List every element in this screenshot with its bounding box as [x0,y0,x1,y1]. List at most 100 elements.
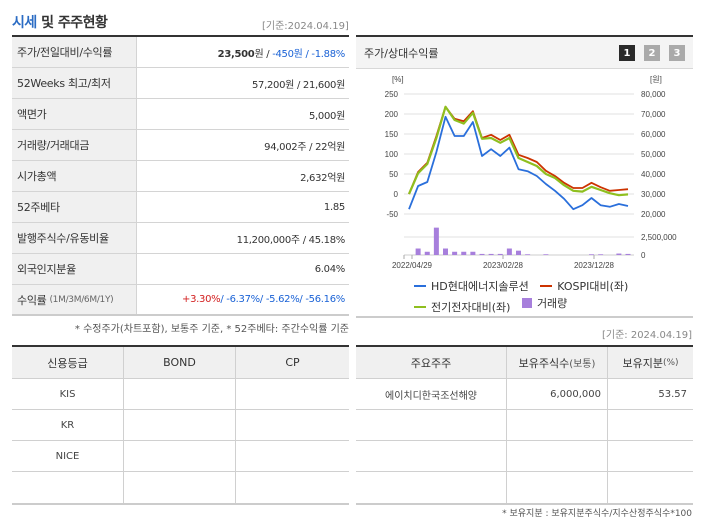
table-row: 에이치디한국조선해양 6,000,000 53.57 [356,379,693,410]
svg-text:100: 100 [385,150,399,159]
header-shares-label: 보유주식수 [518,356,570,370]
return-rest: / -6.37%/ -5.62%/ -56.16% [220,294,345,305]
row-label: 액면가 [12,99,137,129]
row-value: 1.85 [323,201,345,213]
header-stake-label: 보유지분 [622,356,663,370]
holder-footnote: * 보유지분 : 보유지분주식수/지수산정주식수*100 [502,509,692,519]
series-lines [407,105,629,211]
holder-header-row: 주요주주 보유주식수 (보통) 보유지분 (%) [356,347,693,379]
row-returns: 수익률 (1M/3M/6M/1Y) +3.30%/ -6.37%/ -5.62%/… [12,285,349,316]
svg-text:0: 0 [641,251,646,260]
agency-cell: KR [12,410,124,440]
chart-page-1-button[interactable]: 1 [619,45,635,61]
agency-cell: KIS [12,379,124,409]
legend-box-icon [521,298,532,308]
price-unit: 원 / [254,48,273,60]
agency-cell: NICE [12,441,124,471]
svg-text:200: 200 [385,110,399,119]
row-label: 52Weeks 최고/최저 [12,68,137,98]
returns-periods: (1M/3M/6M/1Y) [49,294,114,305]
svg-text:80,000: 80,000 [641,90,666,99]
header-shares: 보유주식수 (보통) [507,347,608,378]
chart-legend: HD현대에너지솔루션 KOSPI대비(좌) 전기전자대비(좌) 거래량 [414,277,674,315]
major-holders-table: 주요주주 보유주식수 (보통) 보유지분 (%) 에이치디한국조선해양 6,000,… [356,345,693,505]
chart-panel: 주가/상대수익률 1 2 3 [356,35,693,69]
row-value: 23,500원 / -450원 / -1.88% [137,45,349,60]
table-row [12,472,349,503]
row-value: 57,200원 / 21,600원 [251,79,345,91]
svg-text:-50: -50 [386,210,398,219]
row-value: +3.30%/ -6.37%/ -5.62%/ -56.16% [137,294,349,305]
cp-cell [236,472,349,503]
svg-text:40,000: 40,000 [641,170,666,179]
bond-cell [124,379,236,409]
x-axis-ticks: 2022/04/29 2023/02/28 2023/12/28 [392,255,615,270]
row-label: 발행주식수/유동비율 [12,223,137,253]
holder-stake-cell [608,410,693,440]
bond-cell [124,410,236,440]
table-row: NICE [12,441,349,472]
svg-text:20,000: 20,000 [641,210,666,219]
legend-item-volume: 거래량 [521,295,567,311]
bond-cell [124,441,236,471]
left-axis-unit: [%] [392,75,404,84]
row-market-cap: 시가총액 2,632억원 [12,161,349,192]
row-value: 94,002주 / 22억원 [264,141,345,153]
chart-page-3-button[interactable]: 3 [669,45,685,61]
right-axis-unit: [원] [650,75,662,84]
chart-header: 주가/상대수익률 1 2 3 [356,37,693,69]
bond-cell [124,472,236,503]
svg-text:2023/02/28: 2023/02/28 [483,261,524,270]
legend-label: HD현대에너지솔루션 [431,280,529,293]
section-title-rest: 및 주주현황 [36,15,108,31]
price-change: -450원 / -1.88% [272,48,345,60]
row-beta: 52주베타 1.85 [12,192,349,223]
svg-text:2022/04/29: 2022/04/29 [392,261,433,270]
credit-header-row: 신용등급 BOND CP [12,347,349,379]
volume-bars [415,227,631,255]
row-52weeks: 52Weeks 최고/최저 57,200원 / 21,600원 [12,68,349,99]
current-price: 23,500 [217,48,255,60]
cp-cell [236,379,349,409]
chart-pager: 1 2 3 [619,45,685,61]
credit-rating-table: 신용등급 BOND CP KIS KR NICE [12,345,349,505]
header-stake-sub: (%) [662,357,679,368]
holder-stake-cell: 53.57 [658,388,687,400]
row-par-value: 액면가 5,000원 [12,99,349,130]
section-title: 시세 및 주주현황 [12,12,108,32]
header-stake: 보유지분 (%) [608,347,693,378]
table-row [356,410,693,441]
svg-text:250: 250 [385,90,399,99]
chart-bottom-border [356,316,693,318]
return-1m: +3.30% [182,294,221,305]
holder-shares-cell [507,441,608,471]
legend-item-company: HD현대에너지솔루션 [414,278,529,294]
table-row: KIS [12,379,349,410]
row-value: 6.04% [314,263,346,275]
holder-shares-cell [507,410,608,440]
svg-text:30,000: 30,000 [641,190,666,199]
legend-label: 전기전자대비(좌) [431,301,511,314]
svg-text:2023/12/28: 2023/12/28 [574,261,615,270]
header-shares-sub: (보통) [569,359,596,370]
holder-name-cell: 에이치디한국조선해양 [356,379,507,409]
price-footnote: * 수정주가(차트포함), 보통주 기준, * 52주베타: 주간수익률 기준 [74,324,349,335]
table-row: KR [12,410,349,441]
svg-text:50: 50 [389,170,398,179]
legend-line-icon [414,306,426,308]
price-chart: 250 200 150 100 50 0 -50 80,000 70,000 60,000 50,… [385,75,678,270]
section-title-accent: 시세 [12,15,37,31]
header-bond: BOND [124,347,236,378]
chart-page-2-button[interactable]: 2 [644,45,660,61]
row-price: 주가/전일대비/수익률 23,500원 / -450원 / -1.88% [12,37,349,68]
left-axis-ticks: 250 200 150 100 50 0 -50 [385,90,399,219]
row-label: 시가총액 [12,161,137,191]
row-value: 11,200,000주 / 45.18% [236,234,346,246]
row-value: 2,632억원 [300,172,345,184]
table-row [356,441,693,472]
holder-name-cell [356,410,507,440]
legend-line-icon [540,285,553,287]
returns-label: 수익률 [17,293,47,307]
holder-shares-cell [507,472,608,503]
holder-stake-cell [608,441,693,471]
